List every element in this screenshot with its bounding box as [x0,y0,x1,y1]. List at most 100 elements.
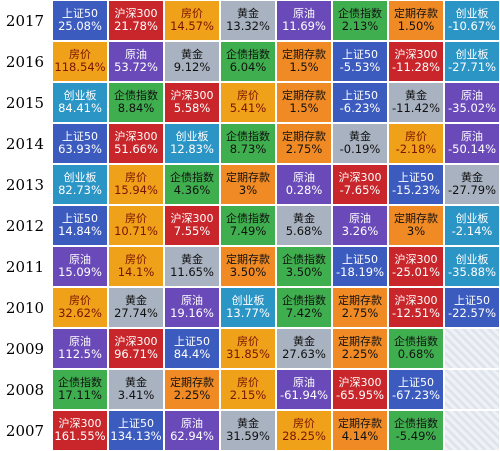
asset-return: -65.95% [336,388,384,403]
asset-cell: 沪深300 -25.01% [388,246,444,287]
asset-name: 房价 [125,211,147,225]
asset-return: -15.23% [392,183,440,198]
asset-cell: 企债指数 8.84% [108,82,164,123]
asset-name: 原油 [125,47,147,61]
asset-name: 沪深300 [58,416,102,430]
asset-return: 13.77% [226,306,270,321]
asset-return: 161.55% [54,429,106,444]
asset-name: 企债指数 [394,334,438,348]
asset-return: 14.84% [58,224,102,239]
asset-return: -10.67% [448,19,496,34]
asset-return: 25.08% [58,19,102,34]
asset-cell: 定期存款 2.75% [332,287,388,328]
year-label: 2013 [0,164,52,205]
asset-name: 定期存款 [226,170,270,184]
asset-return: 2.75% [341,306,379,321]
asset-cell: 定期存款 1.5% [276,82,332,123]
asset-name: 黄金 [125,375,147,389]
asset-return: 10.71% [114,224,158,239]
asset-name: 创业板 [455,211,489,225]
asset-cell: 原油 3.26% [332,205,388,246]
asset-name: 定期存款 [338,293,382,307]
asset-name: 企债指数 [58,375,102,389]
asset-return: 8.73% [229,142,267,157]
asset-cell: 定期存款 3.50% [220,246,276,287]
asset-cell: 沪深300 -65.95% [332,369,388,410]
asset-return: -0.19% [339,142,381,157]
asset-cell: 沪深300 96.71% [108,328,164,369]
asset-name: 黄金 [405,88,427,102]
year-label: 2014 [0,123,52,164]
asset-cell: 房价 31.85% [220,328,276,369]
asset-cell: 上证50 134.13% [108,410,164,451]
asset-name: 创业板 [231,293,265,307]
asset-name: 房价 [181,6,203,20]
asset-return: 19.16% [170,306,214,321]
asset-return: -18.19% [336,265,384,280]
asset-cell: 企债指数 -5.49% [388,410,444,451]
asset-return: -12.51% [392,306,440,321]
asset-name: 房价 [237,375,259,389]
asset-return: 134.13% [110,429,162,444]
asset-name: 上证50 [398,170,434,184]
asset-return: 53.72% [114,60,158,75]
asset-cell: 黄金 31.59% [220,410,276,451]
asset-name: 上证50 [62,6,98,20]
asset-return: 118.54% [54,60,106,75]
asset-cell: 企债指数 7.49% [220,205,276,246]
asset-return: 11.69% [282,19,326,34]
asset-cell: 房价 -2.18% [388,123,444,164]
asset-name: 上证50 [398,375,434,389]
asset-cell: 上证50 84.4% [164,328,220,369]
asset-return: 9.12% [173,60,211,75]
asset-return: 84.41% [58,101,102,116]
asset-name: 原油 [69,252,91,266]
asset-name: 原油 [293,6,315,20]
asset-cell: 黄金 27.74% [108,287,164,328]
asset-return: 7.42% [285,306,323,321]
asset-name: 原油 [461,88,483,102]
asset-cell: 房价 2.15% [220,369,276,410]
asset-cell: 房价 14.1% [108,246,164,287]
empty-cell [444,328,500,369]
asset-cell: 黄金 9.12% [164,41,220,82]
asset-cell: 沪深300 51.66% [108,123,164,164]
asset-return: 31.85% [226,347,270,362]
asset-cell: 企债指数 7.42% [276,287,332,328]
asset-return: -35.02% [448,101,496,116]
asset-cell: 企债指数 17.11% [52,369,108,410]
asset-cell: 定期存款 2.75% [276,123,332,164]
asset-cell: 创业板 84.41% [52,82,108,123]
empty-cell [444,369,500,410]
asset-return: 1.5% [289,101,319,116]
asset-return: 51.66% [114,142,158,157]
asset-cell: 黄金 -27.79% [444,164,500,205]
asset-cell: 上证50 -15.23% [388,164,444,205]
asset-name: 房价 [125,252,147,266]
asset-name: 沪深300 [114,6,158,20]
asset-cell: 定期存款 2.25% [332,328,388,369]
asset-name: 沪深300 [114,129,158,143]
asset-return: 7.49% [229,224,267,239]
asset-return: 84.4% [173,347,211,362]
asset-name: 原油 [293,170,315,184]
asset-cell: 定期存款 4.14% [332,410,388,451]
asset-name: 原油 [181,293,203,307]
asset-return: 13.32% [226,19,270,34]
asset-return: 3% [406,224,426,239]
asset-name: 沪深300 [394,293,438,307]
asset-return: 2.25% [173,388,211,403]
asset-name: 定期存款 [394,211,438,225]
asset-name: 创业板 [455,47,489,61]
asset-name: 定期存款 [170,375,214,389]
asset-return: 21.78% [114,19,158,34]
year-label: 2011 [0,246,52,287]
asset-cell: 创业板 13.77% [220,287,276,328]
asset-return: 11.65% [170,265,214,280]
asset-return: 3.50% [229,265,267,280]
asset-cell: 房价 118.54% [52,41,108,82]
asset-name: 房价 [125,170,147,184]
asset-cell: 原油 53.72% [108,41,164,82]
asset-cell: 创业板 82.73% [52,164,108,205]
asset-return: 82.73% [58,183,102,198]
